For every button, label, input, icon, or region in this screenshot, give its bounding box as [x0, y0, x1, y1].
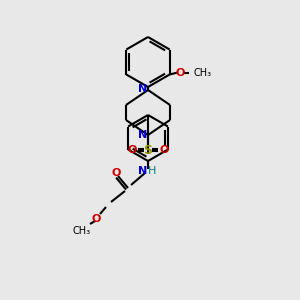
Text: H: H	[148, 166, 156, 176]
Text: O: O	[127, 145, 137, 155]
Text: N: N	[138, 166, 148, 176]
Text: O: O	[91, 214, 101, 224]
Text: N: N	[138, 84, 148, 94]
Text: N: N	[138, 130, 148, 140]
Text: CH₃: CH₃	[194, 68, 212, 77]
Text: S: S	[143, 143, 152, 157]
Text: O: O	[176, 68, 185, 77]
Text: O: O	[111, 168, 121, 178]
Text: O: O	[159, 145, 169, 155]
Text: CH₃: CH₃	[73, 226, 91, 236]
